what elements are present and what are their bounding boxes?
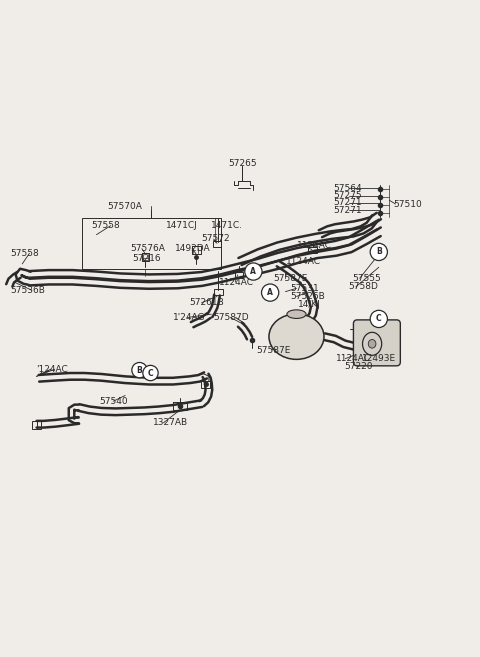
Bar	[201, 381, 210, 388]
Text: 57572: 57572	[202, 235, 230, 244]
Text: 1327AB: 1327AB	[153, 419, 188, 427]
Text: 57510: 57510	[393, 200, 422, 208]
Text: 57555: 57555	[352, 274, 381, 283]
Bar	[214, 289, 223, 295]
Text: 57540: 57540	[99, 397, 127, 406]
Text: 57570A: 57570A	[108, 202, 143, 211]
Text: 57526B: 57526B	[290, 292, 325, 301]
Text: 57587D: 57587D	[214, 313, 249, 322]
Text: 57558: 57558	[92, 221, 120, 230]
Ellipse shape	[368, 340, 376, 348]
Bar	[309, 246, 317, 253]
Text: '124AC: '124AC	[36, 365, 68, 374]
Text: B: B	[376, 248, 382, 256]
Text: 12493E: 12493E	[362, 354, 396, 363]
Ellipse shape	[269, 314, 324, 359]
Text: 57275: 57275	[333, 191, 362, 200]
Text: 1471C.: 1471C.	[211, 221, 243, 230]
Text: 57564: 57564	[333, 184, 362, 193]
Bar	[213, 241, 221, 247]
Bar	[82, 218, 221, 269]
Text: 57536B: 57536B	[10, 286, 45, 295]
Bar	[32, 421, 41, 429]
Bar	[235, 272, 243, 279]
Text: 1492DA: 1492DA	[175, 244, 211, 253]
Text: A: A	[251, 267, 256, 276]
Text: 1124AC: 1124AC	[336, 354, 371, 363]
Text: 1124AC: 1124AC	[286, 257, 321, 266]
Text: A: A	[267, 288, 273, 297]
Text: 5758D: 5758D	[348, 283, 379, 291]
Text: 57265: 57265	[228, 159, 257, 168]
Circle shape	[262, 284, 279, 301]
Circle shape	[132, 363, 147, 378]
Text: 57220: 57220	[344, 362, 373, 371]
Text: C: C	[376, 315, 382, 323]
Text: 1124AC: 1124AC	[218, 277, 253, 286]
Text: 14/KJ: 14/KJ	[299, 300, 321, 309]
Text: 57271: 57271	[333, 206, 362, 215]
Text: 57531: 57531	[290, 284, 319, 293]
Text: 1124AC: 1124AC	[297, 241, 332, 250]
Text: B: B	[137, 366, 143, 374]
Text: 57587E: 57587E	[274, 274, 308, 283]
Text: 1471CJ: 1471CJ	[166, 221, 198, 230]
Text: C: C	[148, 369, 153, 378]
Circle shape	[370, 310, 387, 328]
Circle shape	[143, 365, 158, 380]
Text: 57271: 57271	[333, 198, 362, 207]
Text: 1'24AG: 1'24AG	[173, 313, 205, 322]
Text: 57216: 57216	[132, 254, 161, 263]
FancyBboxPatch shape	[353, 320, 400, 366]
Text: 57576A: 57576A	[130, 244, 165, 253]
Text: 57261B: 57261B	[190, 298, 225, 307]
Text: 57587E: 57587E	[257, 346, 291, 355]
Text: 57558: 57558	[10, 249, 39, 258]
Circle shape	[245, 263, 262, 280]
Circle shape	[370, 243, 387, 261]
Ellipse shape	[287, 310, 306, 319]
